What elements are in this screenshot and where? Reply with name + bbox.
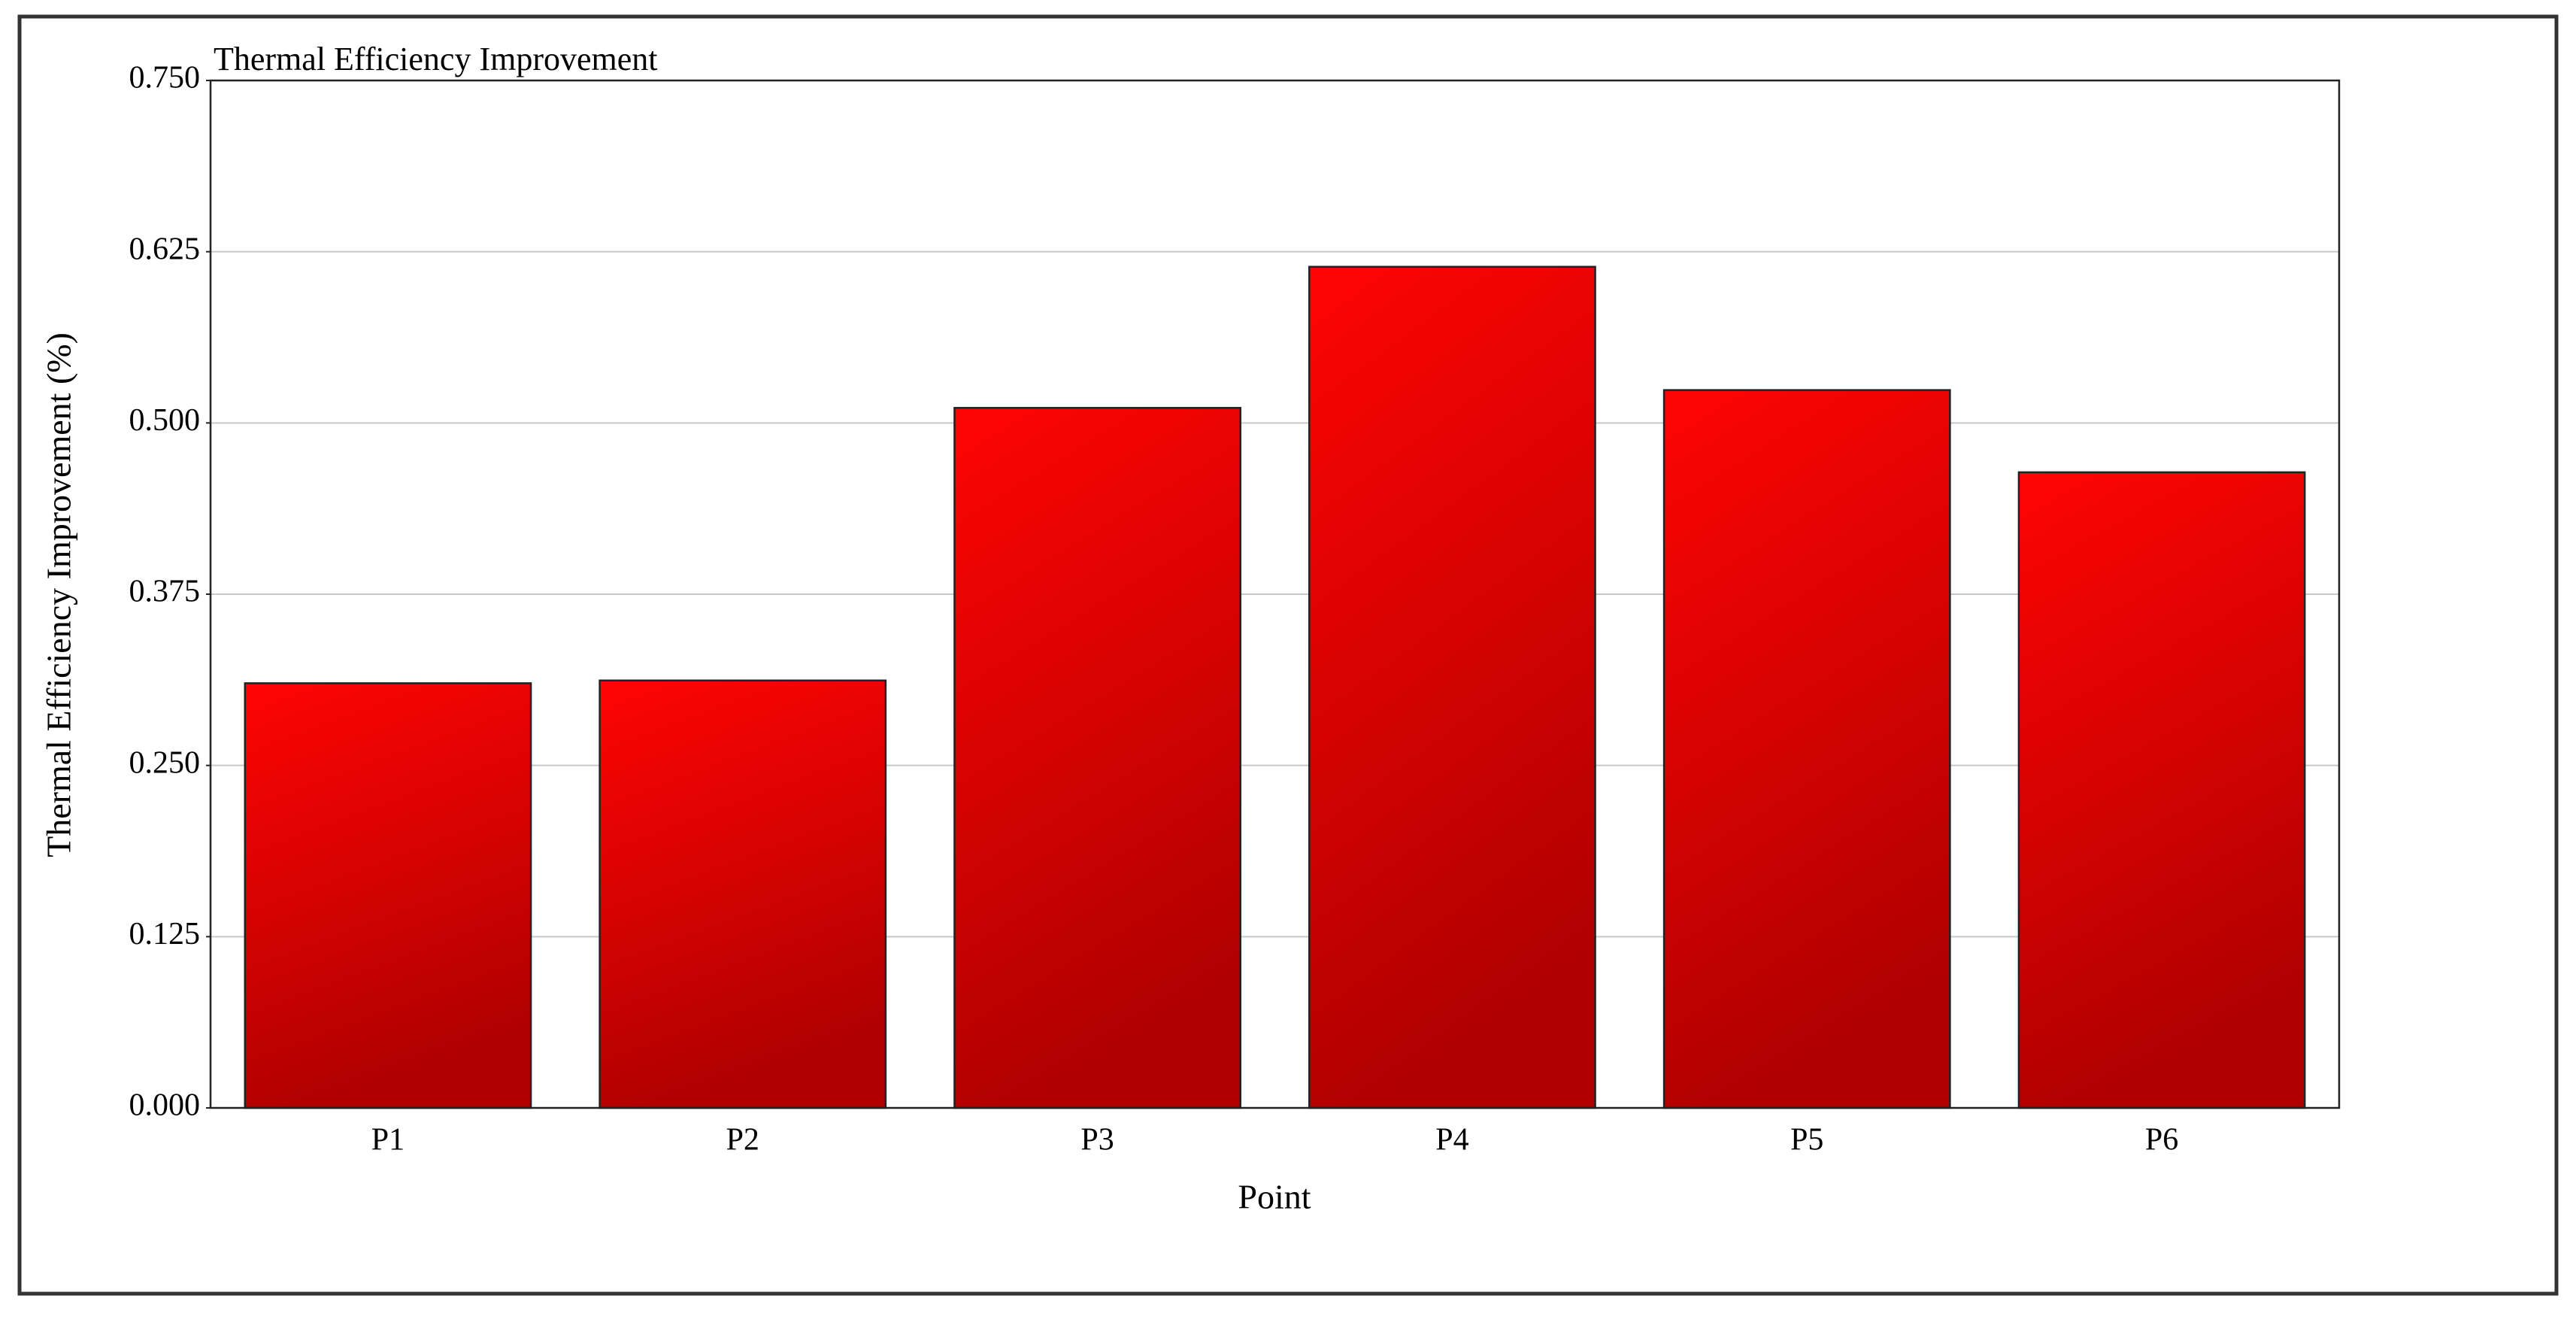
y-tick-label: 0.125 — [129, 917, 201, 951]
y-tick-label: 0.375 — [129, 575, 201, 609]
bar — [244, 682, 532, 1109]
bar — [1662, 389, 1951, 1109]
x-tick-label: P3 — [1080, 1123, 1114, 1158]
x-tick-label: P1 — [371, 1123, 405, 1158]
chart-title: Thermal Efficiency Improvement — [214, 41, 658, 77]
x-tick-label: P6 — [2145, 1123, 2178, 1158]
y-tick-label: 0.750 — [129, 61, 201, 96]
bar — [599, 679, 887, 1109]
x-tick-label: P5 — [1790, 1123, 1823, 1158]
bar — [953, 407, 1241, 1109]
y-tick-label: 0.000 — [129, 1088, 201, 1123]
x-axis-title: Point — [1238, 1178, 1311, 1216]
x-tick-label: P2 — [726, 1123, 759, 1158]
y-tick-label: 0.250 — [129, 745, 201, 780]
y-tick-label: 0.625 — [129, 232, 201, 266]
y-axis-title: Thermal Efficiency Improvement (%) — [40, 332, 78, 857]
bar — [2017, 471, 2306, 1109]
bar — [1308, 266, 1596, 1109]
labels: 0.000 0.125 0.250 0.375 0.500 0.625 0.750 P1 P2 P… — [129, 61, 2179, 1158]
x-tick-label: P4 — [1435, 1123, 1468, 1158]
y-tick-label: 0.500 — [129, 403, 201, 438]
